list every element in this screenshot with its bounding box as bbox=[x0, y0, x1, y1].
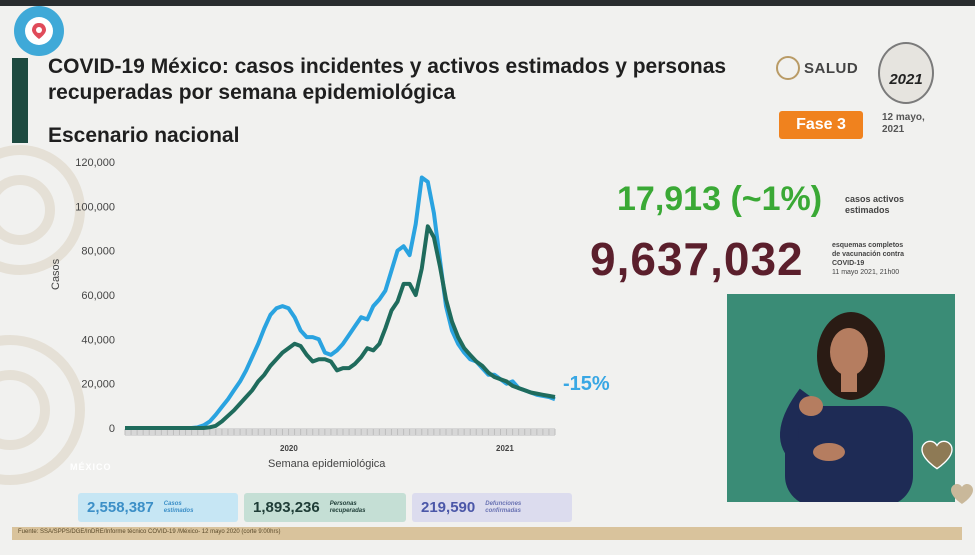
estimated-cases-line bbox=[125, 175, 556, 430]
recovered-value: 1,893,236 bbox=[253, 499, 320, 516]
mexico-label: MÉXICO bbox=[70, 462, 112, 472]
y-tick-label: 120,000 bbox=[75, 157, 115, 169]
change-percent: -15% bbox=[563, 373, 610, 395]
active-label-line-2: estimados bbox=[845, 205, 890, 215]
y-axis-label: Casos bbox=[50, 258, 62, 290]
estimated-cases-value: 2,558,387 bbox=[87, 499, 154, 516]
vaccine-schemes-value: 9,637,032 bbox=[590, 233, 804, 285]
heart-reaction-icon-2 bbox=[951, 484, 973, 504]
vaccine-label-line-3: COVID-19 bbox=[832, 260, 865, 267]
mexico-seal-icon bbox=[776, 56, 800, 80]
page-subtitle: Escenario nacional bbox=[48, 124, 240, 147]
date-line-1: 12 mayo, bbox=[882, 112, 925, 123]
page-title: COVID-19 México: casos incidentes y acti… bbox=[48, 55, 727, 104]
vaccine-label-line-1: esquemas completos bbox=[832, 242, 904, 249]
interpreter-figure bbox=[780, 312, 913, 502]
vaccine-label-line-4: 11 mayo 2021, 21h00 bbox=[832, 269, 900, 276]
estimated-cases-label: Casos estimados bbox=[164, 501, 194, 515]
date-line-2: 2021 bbox=[882, 124, 905, 135]
year-label-2021: 2021 bbox=[496, 444, 514, 453]
2021-emblem: 2021 bbox=[878, 42, 934, 104]
recovered-l2: recuperadas bbox=[329, 507, 366, 514]
source-note: Fuente: SSA/SPPS/DGE/InDRE/Informe técni… bbox=[18, 529, 281, 535]
fase-badge: Fase 3 bbox=[779, 111, 863, 139]
vaccine-schemes-label: esquemas completos de vacunación contra … bbox=[832, 241, 932, 277]
x-axis-label: Semana epidemiológica bbox=[268, 458, 386, 470]
recovered-l1: Personas bbox=[329, 500, 357, 507]
title-accent-bar bbox=[12, 58, 28, 143]
estimated-l2: estimados bbox=[163, 507, 194, 514]
top-bar bbox=[0, 0, 975, 6]
active-cases-value: 17,913 (~1%) bbox=[617, 180, 823, 218]
year-label-2020: 2020 bbox=[280, 444, 298, 453]
emblem-year: 2021 bbox=[889, 71, 923, 88]
y-tick-label: 0 bbox=[109, 423, 115, 435]
sign-language-interpreter bbox=[727, 294, 955, 502]
heart-reaction-icon bbox=[921, 440, 953, 470]
active-cases-line bbox=[125, 224, 556, 430]
deaths-l1: Defunciones bbox=[485, 500, 522, 507]
deaths-label: Defunciones confirmadas bbox=[485, 501, 521, 515]
periscope-icon bbox=[25, 17, 53, 45]
y-tick-label: 40,000 bbox=[81, 334, 115, 346]
vaccine-label-line-2: de vacunación contra bbox=[832, 251, 904, 258]
y-tick-label: 80,000 bbox=[81, 246, 115, 258]
active-cases-label: casos activos estimados bbox=[845, 194, 935, 216]
recovered-label: Personas recuperadas bbox=[330, 501, 366, 515]
report-date: 12 mayo, 2021 bbox=[882, 112, 925, 136]
estimated-l1: Casos bbox=[163, 500, 182, 507]
x-axis bbox=[125, 428, 555, 436]
deaths-l2: confirmadas bbox=[485, 507, 521, 514]
y-tick-label: 20,000 bbox=[81, 379, 115, 391]
y-tick-label: 60,000 bbox=[81, 290, 115, 302]
periscope-logo[interactable] bbox=[14, 6, 64, 56]
active-label-line-1: casos activos bbox=[845, 194, 905, 204]
y-tick-label: 100,000 bbox=[75, 201, 115, 213]
salud-label: SALUD bbox=[804, 59, 859, 77]
estimated-cases-box: 2,558,387 Casos estimados bbox=[78, 493, 238, 522]
recovered-box: 1,893,236 Personas recuperadas bbox=[244, 493, 406, 522]
decorative-pattern bbox=[0, 145, 85, 485]
deaths-value: 219,590 bbox=[421, 499, 476, 516]
salud-logo: SALUD bbox=[776, 56, 858, 80]
footer-bar bbox=[12, 527, 962, 540]
deaths-box: 219,590 Defunciones confirmadas bbox=[412, 493, 572, 522]
